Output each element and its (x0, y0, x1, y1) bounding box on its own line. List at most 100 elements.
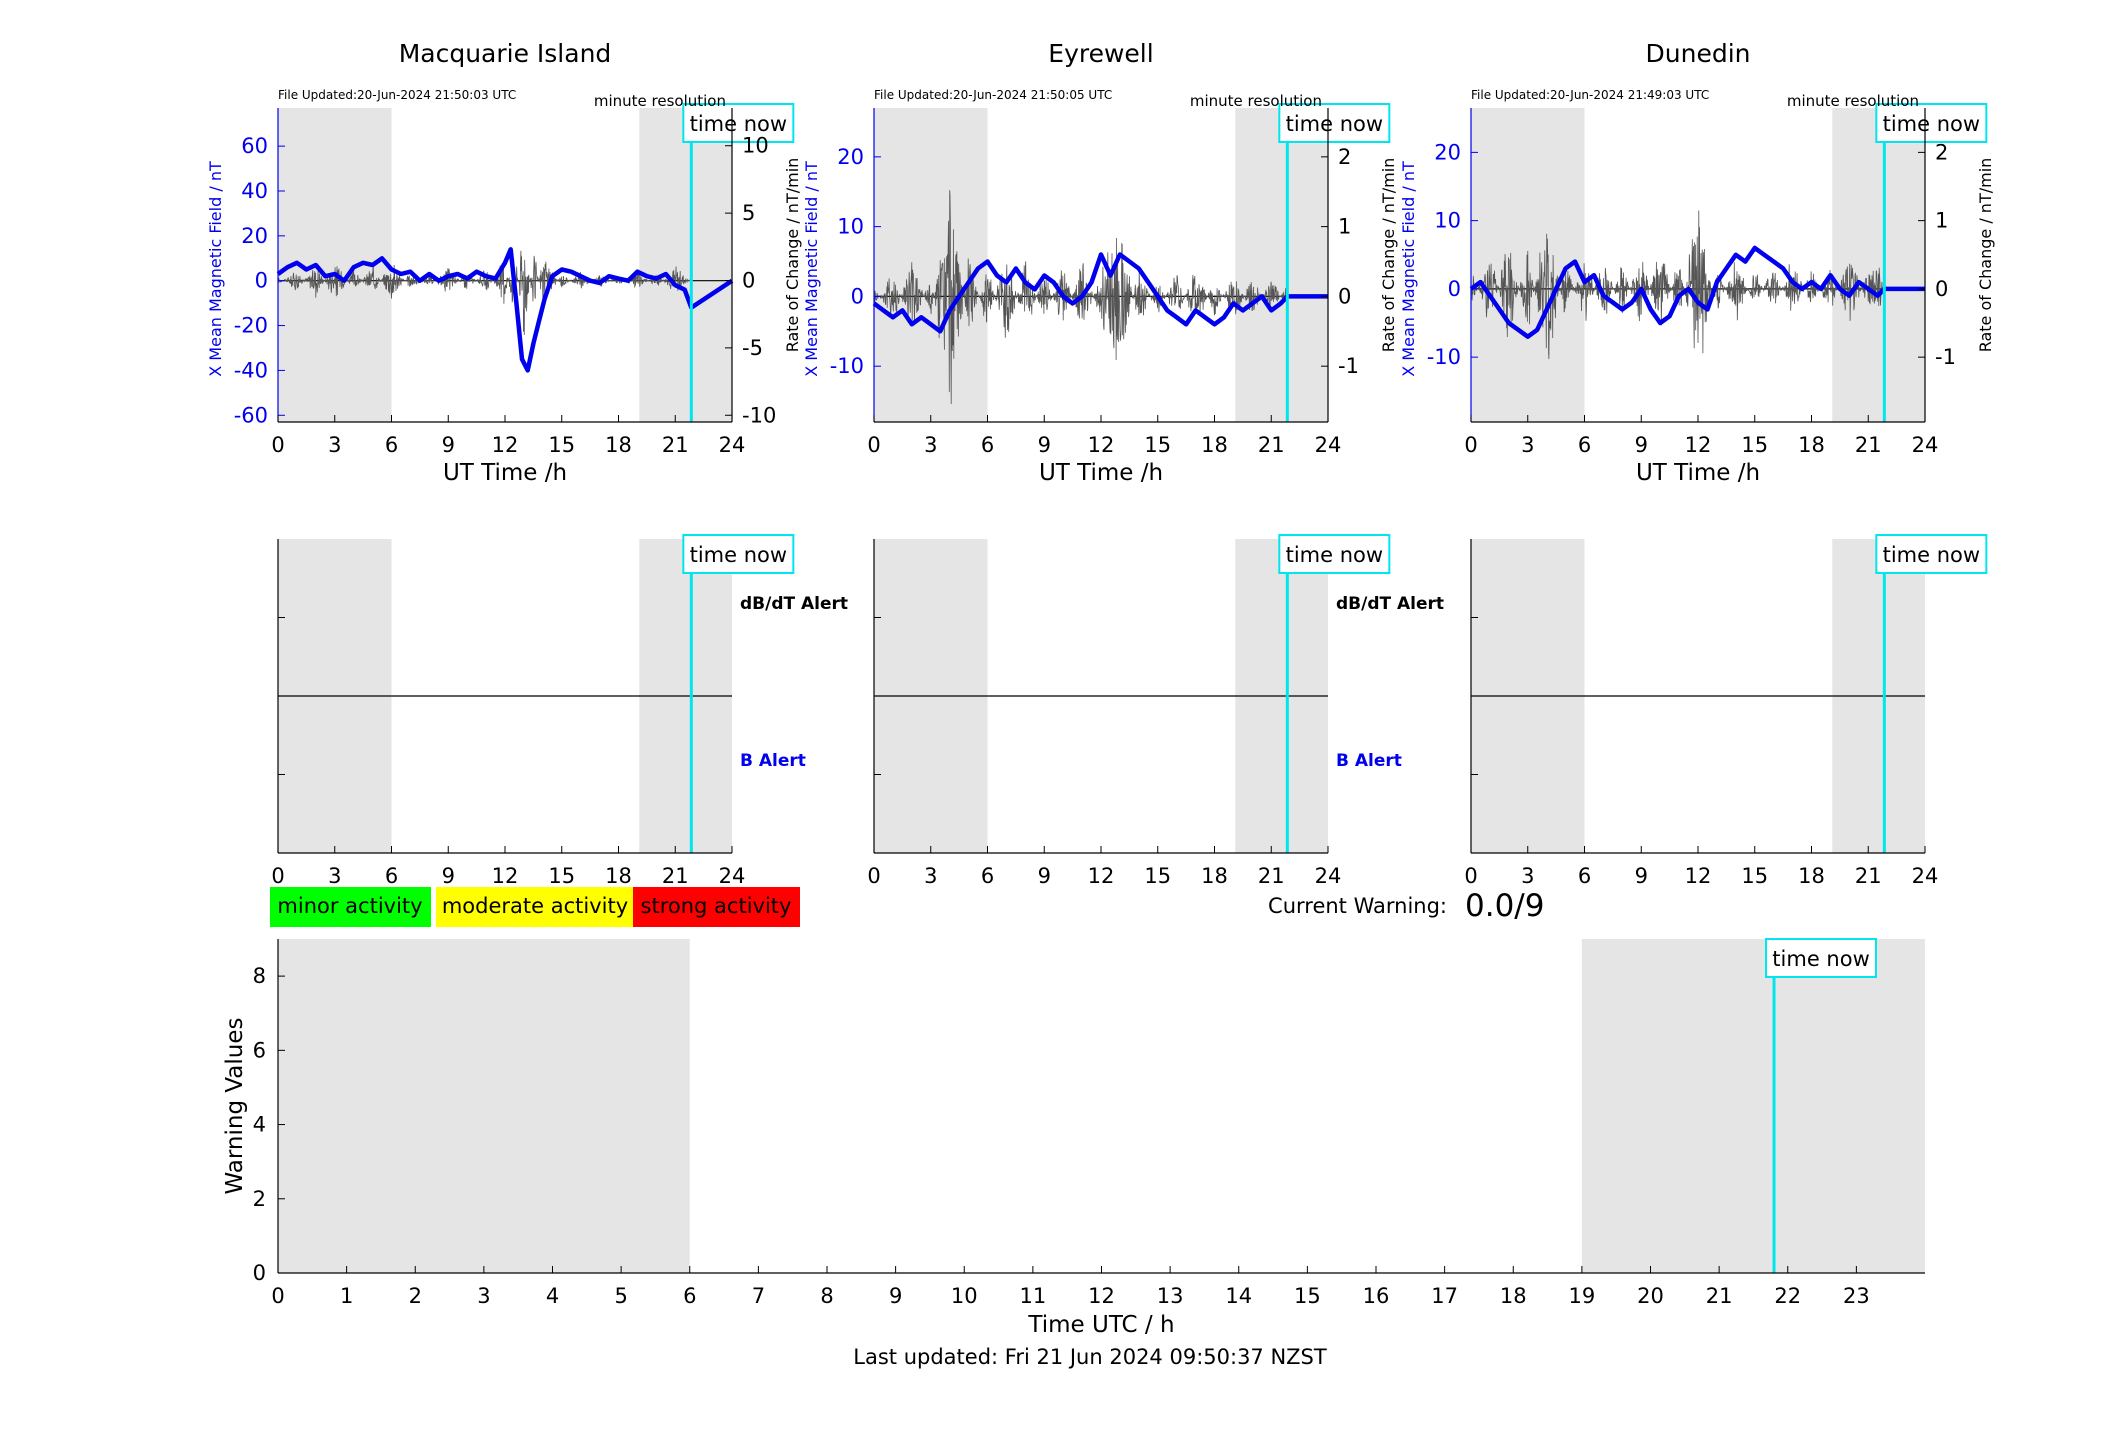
y2-tick-label: 0 (742, 268, 755, 292)
time-now-box (1875, 103, 1988, 143)
x-tick-label: 18 (605, 864, 632, 888)
time-now-label: time now (690, 543, 787, 567)
x-tick-label: 12 (1088, 864, 1115, 888)
y-tick-label: 2 (253, 1187, 266, 1211)
y2-tick-label: 0 (1935, 277, 1948, 301)
y-tick-label: -10 (1427, 345, 1461, 369)
night-shade-0 (278, 939, 690, 1273)
station-title: Dunedin (1646, 39, 1751, 68)
db-dt-alert-label: dB/dT Alert (1336, 594, 1444, 614)
x-tick-label: 3 (924, 864, 937, 888)
x-tick-label: 2 (409, 1284, 422, 1308)
x-tick-label: 18 (1798, 864, 1825, 888)
x-tick-label: 11 (1020, 1284, 1047, 1308)
x-tick-label: 12 (1088, 1284, 1115, 1308)
time-now-box (1278, 534, 1391, 574)
minute-resolution-label: minute resolution (594, 92, 726, 110)
y2-tick-label: 2 (1338, 145, 1351, 169)
y-tick-label: 0 (253, 1261, 266, 1285)
y-tick-label: 8 (253, 964, 266, 988)
x-tick-label: 15 (1144, 864, 1171, 888)
x-tick-label: 6 (1578, 433, 1591, 457)
x-tick-label: 18 (1201, 433, 1228, 457)
x-tick-label: 15 (1741, 864, 1768, 888)
x-tick-label: 12 (492, 864, 519, 888)
y-tick-label: 6 (253, 1038, 266, 1062)
x-tick-label: 18 (1201, 864, 1228, 888)
time-now-box (1278, 103, 1391, 143)
x-tick-label: 0 (271, 1284, 284, 1308)
y-tick-label: 0 (851, 284, 864, 308)
x-tick-label: 24 (1912, 864, 1939, 888)
x-tick-label: 21 (662, 433, 689, 457)
x-tick-label: 0 (867, 864, 880, 888)
time-now-box (682, 103, 795, 143)
y2-tick-label: 10 (742, 134, 769, 158)
x-tick-label: 6 (981, 433, 994, 457)
legend-strong-label: strong activity (641, 894, 792, 918)
time-now-box (1765, 938, 1878, 978)
current-warning-label: Current Warning: (1268, 894, 1447, 918)
x-tick-label: 3 (924, 433, 937, 457)
x-tick-label: 3 (1521, 433, 1534, 457)
station-title: Eyrewell (1048, 39, 1153, 68)
db-dt-alert-label: dB/dT Alert (740, 594, 848, 614)
y-tick-label: 4 (253, 1113, 266, 1137)
x-tick-label: 1 (340, 1284, 353, 1308)
minute-resolution-label: minute resolution (1787, 92, 1919, 110)
x-tick-label: 12 (1685, 433, 1712, 457)
x-tick-label: 12 (1088, 433, 1115, 457)
x-tick-label: 6 (385, 864, 398, 888)
x-tick-label: 4 (546, 1284, 559, 1308)
y2-tick-label: -1 (1935, 345, 1956, 369)
y-tick-label: 0 (1448, 277, 1461, 301)
last-updated: Last updated: Fri 21 Jun 2024 09:50:37 N… (853, 1345, 1327, 1369)
file-updated-label: File Updated:20-Jun-2024 21:50:03 UTC (278, 88, 516, 102)
x-tick-label: 9 (1038, 864, 1051, 888)
night-shade-1 (1581, 939, 1925, 1273)
station-panel-0: time now -60 -40 -20 0 20 40 60 -10 -5 0 5 10 0 3 6 9 12 1… (206, 39, 802, 486)
x-tick-label: 22 (1774, 1284, 1801, 1308)
night-shade-1 (1235, 108, 1328, 422)
x-tick-label: 12 (492, 433, 519, 457)
x-tick-label: 7 (752, 1284, 765, 1308)
x-tick-label: 17 (1431, 1284, 1458, 1308)
x-tick-label: 18 (605, 433, 632, 457)
y2-tick-label: -10 (742, 403, 776, 427)
x-axis-label: UT Time /h (443, 460, 567, 486)
rate-of-change-line (873, 190, 1288, 405)
x-tick-label: 21 (1855, 433, 1882, 457)
time-now-label: time now (1883, 112, 1980, 136)
x-tick-label: 9 (889, 1284, 902, 1308)
legend-moderate-swatch (436, 887, 633, 927)
x-axis-label: Time UTC / h (1027, 1312, 1174, 1338)
y-tick-label: 10 (1434, 209, 1461, 233)
x-tick-label: 0 (1464, 433, 1477, 457)
minute-resolution-label: minute resolution (1190, 92, 1322, 110)
y2-axis-label: Rate of Change / nT/min (1379, 158, 1398, 353)
x-tick-label: 0 (271, 864, 284, 888)
x-tick-label: 3 (328, 864, 341, 888)
x-tick-label: 15 (548, 864, 575, 888)
y2-tick-label: -5 (742, 336, 763, 360)
legend-minor-label: minor activity (277, 894, 422, 918)
y-tick-label: -60 (234, 403, 268, 427)
file-updated-label: File Updated:20-Jun-2024 21:50:05 UTC (874, 88, 1112, 102)
y-axis-label: X Mean Magnetic Field / nT (1399, 161, 1418, 377)
y-tick-label: -40 (234, 358, 268, 382)
station-title: Macquarie Island (399, 39, 612, 68)
x-tick-label: 9 (442, 433, 455, 457)
b-alert-label: B Alert (1336, 751, 1402, 771)
y-tick-label: 0 (255, 269, 268, 293)
y-tick-label: -20 (234, 314, 268, 338)
magnetic-field-line (1469, 245, 1925, 339)
x-tick-label: 6 (385, 433, 398, 457)
x-tick-label: 21 (1855, 864, 1882, 888)
y2-axis-label: Rate of Change / nT/min (783, 158, 802, 353)
x-tick-label: 13 (1157, 1284, 1184, 1308)
x-tick-label: 3 (328, 433, 341, 457)
